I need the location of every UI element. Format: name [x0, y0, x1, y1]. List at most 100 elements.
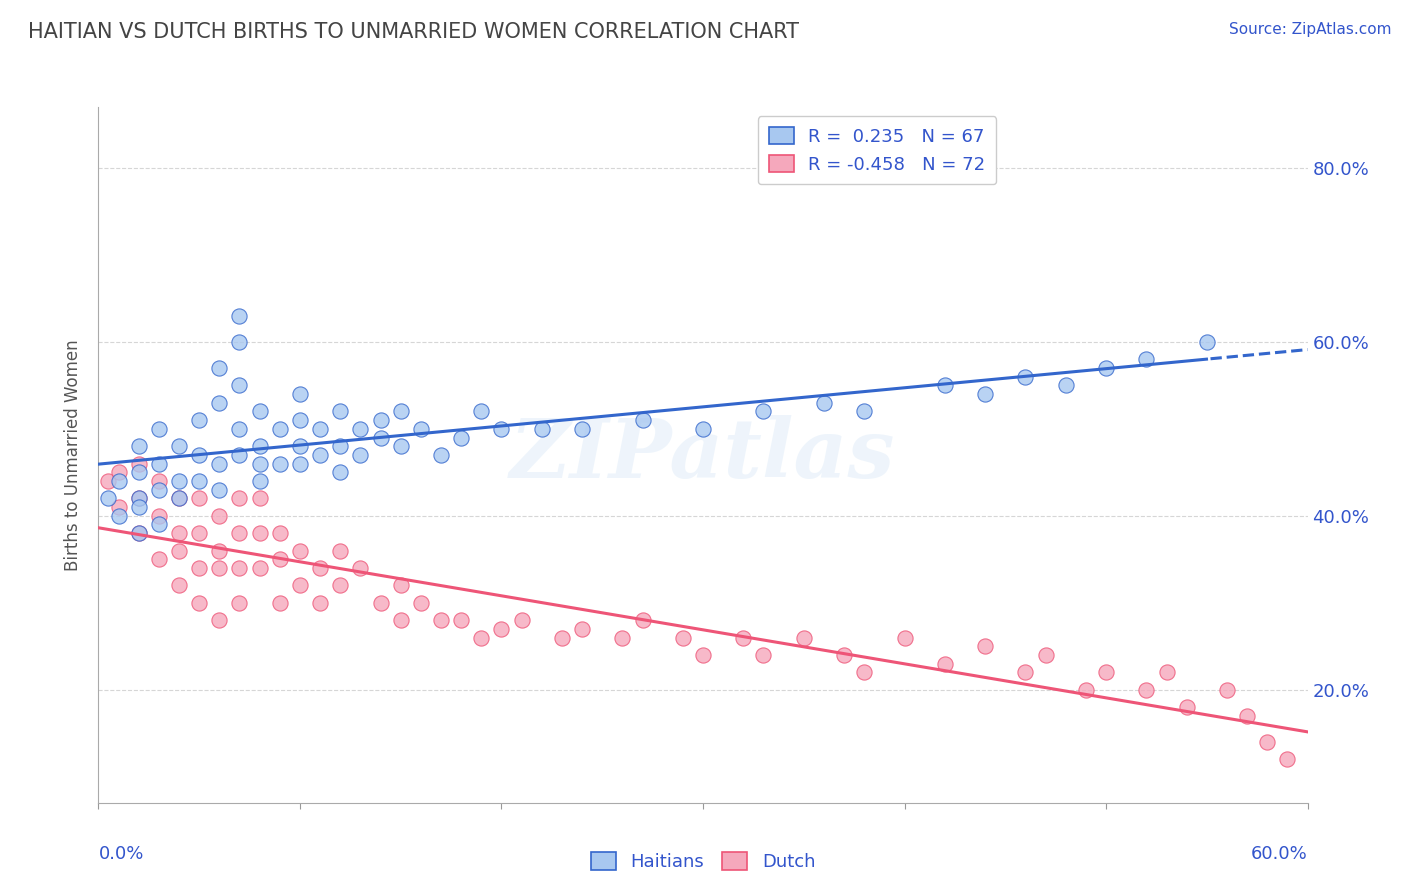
Text: ZIPatlas: ZIPatlas: [510, 415, 896, 495]
Point: [1156, 665, 1178, 680]
Point: [450, 430, 472, 444]
Point: [329, 466, 352, 480]
Point: [269, 457, 291, 471]
Point: [167, 526, 190, 541]
Point: [1014, 369, 1036, 384]
Point: [430, 613, 453, 627]
Point: [1175, 700, 1198, 714]
Point: [389, 578, 412, 592]
Point: [288, 387, 311, 401]
Legend: Haitians, Dutch: Haitians, Dutch: [583, 846, 823, 879]
Point: [188, 526, 211, 541]
Point: [167, 578, 190, 592]
Point: [409, 596, 432, 610]
Point: [97, 491, 120, 506]
Point: [167, 491, 190, 506]
Point: [1236, 708, 1258, 723]
Point: [228, 448, 250, 462]
Point: [329, 578, 352, 592]
Point: [128, 491, 150, 506]
Point: [470, 631, 492, 645]
Point: [813, 395, 835, 409]
Point: [309, 561, 332, 575]
Point: [249, 404, 271, 418]
Point: [349, 422, 371, 436]
Point: [1014, 665, 1036, 680]
Point: [752, 404, 775, 418]
Point: [430, 448, 453, 462]
Point: [208, 483, 231, 497]
Point: [974, 387, 997, 401]
Point: [148, 474, 170, 488]
Point: [571, 422, 593, 436]
Legend: R =  0.235   N = 67, R = -0.458   N = 72: R = 0.235 N = 67, R = -0.458 N = 72: [758, 116, 997, 185]
Point: [208, 508, 231, 523]
Point: [228, 309, 250, 323]
Point: [128, 526, 150, 541]
Point: [974, 639, 997, 653]
Point: [1095, 361, 1118, 376]
Point: [107, 500, 129, 514]
Point: [329, 404, 352, 418]
Point: [672, 631, 695, 645]
Point: [631, 613, 654, 627]
Point: [188, 413, 211, 427]
Point: [208, 543, 231, 558]
Point: [571, 622, 593, 636]
Point: [934, 657, 956, 671]
Point: [631, 413, 654, 427]
Point: [551, 631, 574, 645]
Point: [1054, 378, 1077, 392]
Point: [228, 378, 250, 392]
Point: [370, 413, 392, 427]
Point: [128, 457, 150, 471]
Point: [1277, 752, 1299, 766]
Point: [228, 526, 250, 541]
Point: [107, 508, 129, 523]
Point: [409, 422, 432, 436]
Point: [288, 457, 311, 471]
Point: [148, 508, 170, 523]
Point: [893, 631, 915, 645]
Point: [128, 491, 150, 506]
Point: [107, 474, 129, 488]
Point: [309, 448, 332, 462]
Point: [389, 613, 412, 627]
Point: [228, 561, 250, 575]
Point: [370, 596, 392, 610]
Point: [288, 439, 311, 453]
Point: [249, 474, 271, 488]
Point: [188, 491, 211, 506]
Point: [491, 422, 513, 436]
Point: [208, 613, 231, 627]
Point: [148, 517, 170, 532]
Point: [1035, 648, 1057, 662]
Point: [148, 457, 170, 471]
Point: [228, 596, 250, 610]
Point: [228, 491, 250, 506]
Point: [793, 631, 815, 645]
Point: [288, 413, 311, 427]
Point: [1256, 735, 1278, 749]
Point: [752, 648, 775, 662]
Point: [188, 561, 211, 575]
Point: [692, 648, 714, 662]
Point: [470, 404, 492, 418]
Point: [167, 491, 190, 506]
Point: [309, 422, 332, 436]
Text: 60.0%: 60.0%: [1251, 845, 1308, 863]
Point: [128, 526, 150, 541]
Point: [167, 474, 190, 488]
Point: [832, 648, 855, 662]
Point: [853, 404, 876, 418]
Point: [128, 466, 150, 480]
Point: [148, 483, 170, 497]
Point: [269, 596, 291, 610]
Point: [853, 665, 876, 680]
Point: [1095, 665, 1118, 680]
Point: [510, 613, 533, 627]
Point: [530, 422, 553, 436]
Point: [249, 491, 271, 506]
Y-axis label: Births to Unmarried Women: Births to Unmarried Women: [65, 339, 83, 571]
Point: [491, 622, 513, 636]
